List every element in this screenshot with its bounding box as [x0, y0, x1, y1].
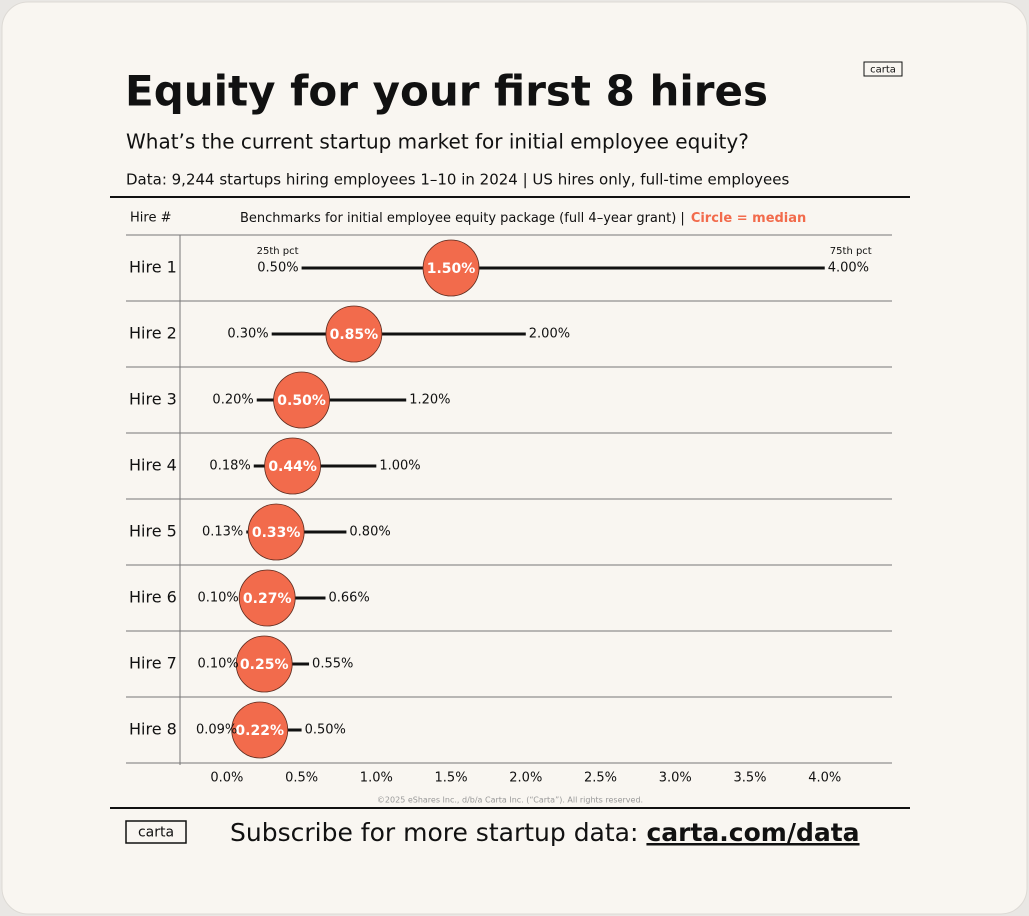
footer: Subscribe for more startup data: carta.co…: [230, 818, 860, 847]
footer-text: Subscribe for more startup data:: [230, 818, 638, 847]
median-label: 0.22%: [235, 723, 284, 739]
median-circle: [422, 239, 480, 297]
median-label: 0.33%: [252, 525, 301, 541]
median-circle: [238, 569, 296, 627]
median-circle: [247, 503, 305, 561]
median-label: 0.50%: [277, 393, 326, 409]
footer-logo-box: [125, 820, 187, 844]
x-tick-label: 0.5%: [285, 771, 318, 786]
high-label: 0.66%: [328, 591, 369, 606]
median-circle: [325, 305, 383, 363]
low-label: 0.10%: [197, 591, 238, 606]
high-label: 0.55%: [312, 657, 353, 672]
low-label: 0.13%: [202, 525, 243, 540]
category-label: Hire 3: [129, 390, 177, 409]
category-label: Hire 8: [129, 720, 177, 739]
median-circle: [273, 371, 330, 429]
high-label: 1.00%: [379, 459, 420, 474]
series-label: 75th pct: [830, 246, 872, 257]
x-tick-label: 0.0%: [210, 771, 243, 786]
high-label: 1.20%: [409, 393, 450, 408]
median-label: 1.50%: [427, 261, 476, 277]
x-tick-label: 2.0%: [509, 771, 542, 786]
high-label: 0.50%: [305, 723, 346, 738]
low-label: 0.20%: [212, 393, 253, 408]
logo-box: [863, 61, 903, 77]
x-tick-label: 2.5%: [584, 771, 617, 786]
x-tick-label: 1.5%: [435, 771, 468, 786]
median-label: 0.44%: [268, 459, 317, 475]
low-label: 0.18%: [209, 459, 250, 474]
footer-link[interactable]: carta.com/data: [646, 818, 859, 847]
high-label: 4.00%: [828, 261, 869, 276]
category-label: Hire 4: [129, 456, 177, 475]
high-label: 2.00%: [529, 327, 570, 342]
x-tick-label: 4.0%: [808, 771, 841, 786]
legend-text: Circle = median: [691, 211, 806, 226]
median-label: 0.85%: [330, 327, 379, 343]
chart-subtitle: What’s the current startup market for in…: [126, 130, 749, 154]
median-circle: [264, 437, 322, 495]
category-label: Hire 5: [129, 522, 177, 541]
chart-title: Equity for your first 8 hires: [125, 67, 768, 116]
median-circle: [231, 701, 289, 759]
x-tick-label: 3.0%: [659, 771, 692, 786]
column-header: Benchmarks for initial employee equity p…: [240, 211, 806, 226]
category-label: Hire 7: [129, 654, 177, 673]
low-label: 0.30%: [227, 327, 268, 342]
series-label: 25th pct: [257, 246, 299, 257]
low-label: 0.09%: [196, 723, 237, 738]
category-header: Hire #: [130, 211, 171, 226]
data-note: Data: 9,244 startups hiring employees 1–…: [126, 171, 790, 189]
category-label: Hire 2: [129, 324, 177, 343]
category-label: Hire 1: [129, 258, 177, 277]
x-tick-label: 3.5%: [733, 771, 766, 786]
median-label: 0.25%: [240, 657, 289, 673]
footer-logo: carta: [138, 825, 174, 841]
low-label: 0.50%: [257, 261, 298, 276]
logo: carta: [870, 65, 896, 76]
category-label: Hire 6: [129, 588, 177, 607]
x-tick-label: 1.0%: [360, 771, 393, 786]
high-label: 0.80%: [349, 525, 390, 540]
copyright: ©2025 eShares Inc., d/b/a Carta Inc. (“C…: [377, 796, 643, 805]
low-label: 0.10%: [197, 657, 238, 672]
median-circle: [235, 635, 293, 693]
column-header-text: Benchmarks for initial employee equity p…: [240, 211, 685, 226]
median-label: 0.27%: [243, 591, 292, 607]
